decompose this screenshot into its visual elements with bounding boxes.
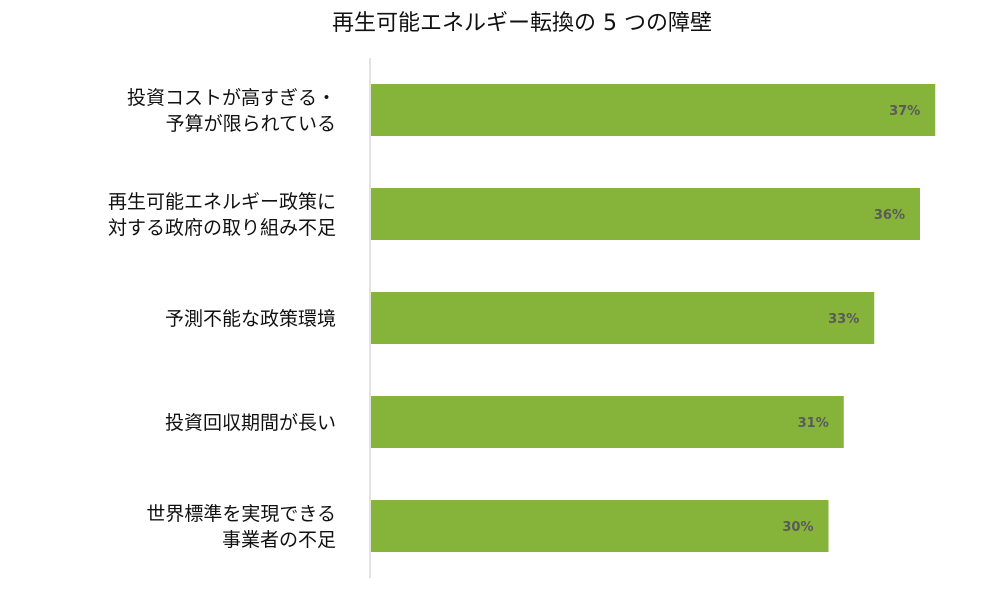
bars-group: [371, 84, 936, 552]
bar-2: [371, 188, 920, 240]
value-labels-group: 37% 36% 33% 31% 30%: [782, 104, 920, 535]
bar-4: [371, 396, 844, 448]
category-label-5: 世界標準を実現できる事業者の不足: [146, 503, 336, 551]
category-labels-group: 投資コストが高すぎる・予算が限られている再生可能エネルギー政策に対する政府の取り…: [108, 87, 336, 551]
category-label-line: 再生可能エネルギー政策に: [108, 191, 336, 213]
category-label-line: 予算が限られている: [166, 113, 336, 135]
category-label-line: 事業者の不足: [222, 529, 336, 551]
data-label-4: 31%: [798, 416, 829, 431]
category-label-2: 再生可能エネルギー政策に対する政府の取り組み不足: [108, 191, 336, 239]
category-label-3: 予測不能な政策環境: [165, 308, 336, 330]
bar-3: [371, 292, 875, 344]
category-label-4: 投資回収期間が長い: [165, 412, 336, 434]
data-label-2: 36%: [874, 208, 905, 223]
category-label-line: 投資回収期間が長い: [165, 412, 336, 434]
bar-5: [371, 500, 829, 552]
category-label-line: 予測不能な政策環境: [165, 308, 336, 330]
category-label-1: 投資コストが高すぎる・予算が限られている: [127, 87, 336, 135]
bar-1: [371, 84, 936, 136]
category-label-line: 世界標準を実現できる: [146, 503, 336, 525]
data-label-3: 33%: [828, 312, 859, 327]
category-label-line: 投資コストが高すぎる・: [127, 87, 336, 109]
data-label-1: 37%: [889, 104, 920, 119]
data-label-5: 30%: [782, 520, 813, 535]
category-label-line: 対する政府の取り組み不足: [108, 217, 336, 239]
chart-title: 再生可能エネルギー転換の 5 つの障壁: [332, 11, 712, 36]
